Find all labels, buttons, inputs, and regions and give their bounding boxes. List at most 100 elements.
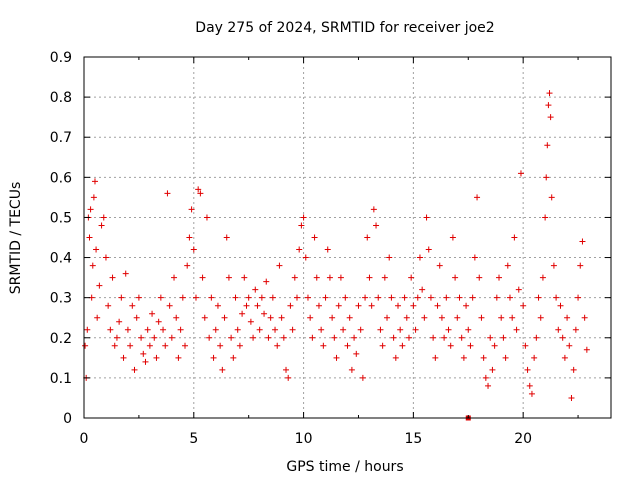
data-point [322,294,329,301]
data-point [203,214,210,221]
data-point [478,314,485,321]
data-point [537,314,544,321]
data-point [579,238,586,245]
data-point [289,326,296,333]
data-point [539,274,546,281]
data-point [157,294,164,301]
data-point [399,342,406,349]
data-point [559,334,566,341]
data-point [195,186,202,193]
data-point [452,274,459,281]
data-point [535,294,542,301]
data-point [274,342,281,349]
data-point [568,394,575,401]
data-point [138,334,145,341]
data-point [272,326,279,333]
data-point [329,314,336,321]
data-point [348,366,355,373]
data-point [463,302,470,309]
data-point [232,294,239,301]
data-point [140,350,147,357]
data-point [127,342,134,349]
data-point [331,334,338,341]
data-point [517,170,524,177]
data-point [346,314,353,321]
grid [84,57,611,418]
data-point [351,334,358,341]
data-point [384,314,391,321]
data-point [269,294,276,301]
scatter-points [82,90,590,401]
data-point [379,342,386,349]
data-point [344,342,351,349]
data-point [520,302,527,309]
data-point [160,326,167,333]
data-point [405,334,412,341]
data-point [208,294,215,301]
data-point [546,90,553,97]
data-point [201,314,208,321]
data-point [265,334,272,341]
data-point [192,294,199,301]
data-point [146,342,153,349]
data-point [131,366,138,373]
data-point [471,254,478,261]
data-point [533,334,540,341]
data-point [177,326,184,333]
data-point [531,354,538,361]
data-point [285,374,292,381]
data-point [506,294,513,301]
data-point [458,334,465,341]
data-point [414,294,421,301]
data-point [522,342,529,349]
data-point [91,178,98,185]
data-point [309,334,316,341]
data-point [230,354,237,361]
data-point [460,354,467,361]
data-point [390,334,397,341]
data-point [553,294,560,301]
data-point [550,262,557,269]
x-tick-label: 15 [404,431,422,447]
data-point [280,334,287,341]
data-point [421,314,428,321]
data-point [561,354,568,361]
data-point [392,354,399,361]
data-point [86,234,93,241]
data-point [144,326,151,333]
data-point [524,366,531,373]
y-tick-label: 0.4 [50,251,72,267]
data-point [575,294,582,301]
data-point [467,342,474,349]
data-point [261,310,268,317]
data-point [210,354,217,361]
data-point [304,294,311,301]
data-point [93,246,100,253]
data-point [247,318,254,325]
data-point [120,354,127,361]
data-point [583,346,590,353]
data-point [548,194,555,201]
data-point [491,342,498,349]
data-point [434,302,441,309]
data-point [252,286,259,293]
data-point [480,354,487,361]
data-point [179,294,186,301]
data-point [206,334,213,341]
data-point [111,342,118,349]
data-point [223,234,230,241]
data-point [102,254,109,261]
data-point [188,206,195,213]
data-point [362,294,369,301]
data-point [340,326,347,333]
plot-frame [83,56,612,419]
data-point [311,234,318,241]
data-point [256,326,263,333]
y-tick-label: 0.8 [50,90,72,106]
data-point [401,294,408,301]
data-point [173,314,180,321]
data-point [482,374,489,381]
data-point [298,222,305,229]
data-point [164,190,171,197]
data-point [375,294,382,301]
